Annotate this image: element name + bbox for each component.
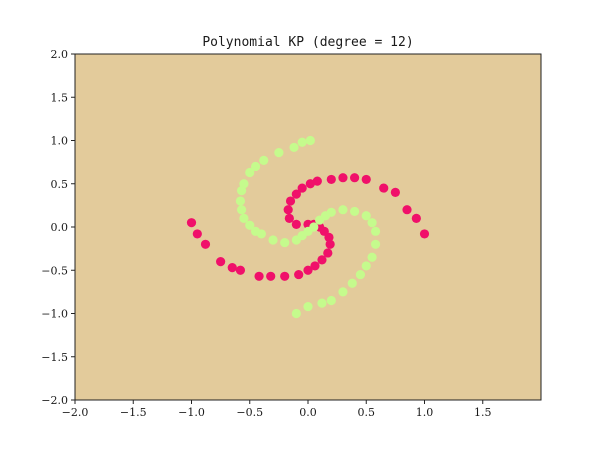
data-point-s2-36	[326, 295, 336, 306]
points-layer	[186, 135, 430, 319]
y-tick-label: 0.0	[51, 221, 69, 234]
data-point-s2-9	[236, 186, 247, 196]
data-point-s1-11	[303, 265, 313, 275]
data-point-s2-32	[361, 261, 371, 271]
data-point-s2-30	[370, 239, 381, 249]
data-point-s1-2	[192, 229, 202, 239]
y-tick-label: −1.5	[41, 351, 68, 364]
data-point-s1-26	[297, 183, 307, 193]
data-point-s1-15	[325, 239, 335, 249]
data-point-s2-3	[289, 142, 299, 153]
data-point-s2-29	[370, 226, 381, 236]
data-point-s2-8	[239, 179, 249, 189]
data-point-s1-30	[338, 173, 348, 183]
data-point-s2-37	[317, 298, 327, 308]
data-point-s1-29	[326, 174, 336, 185]
y-tick-label: 1.5	[51, 91, 69, 104]
data-point-s2-10	[235, 196, 246, 206]
data-point-s1-5	[227, 263, 237, 273]
data-point-s1-14	[323, 248, 333, 258]
data-point-s1-3	[200, 239, 211, 249]
x-tick-label: 0.0	[299, 406, 317, 419]
data-point-s1-28	[312, 176, 322, 186]
x-tick-label: 1.5	[474, 406, 492, 419]
x-tick-label: −2.0	[62, 406, 89, 419]
y-tick-label: −0.5	[41, 264, 68, 277]
data-point-s1-4	[216, 257, 226, 267]
data-point-s2-35	[338, 287, 348, 297]
data-point-s2-15	[256, 229, 266, 239]
x-tick-label: −1.5	[120, 406, 147, 419]
x-tick-label: −1.0	[178, 406, 205, 419]
data-point-s2-4	[274, 148, 284, 158]
axis-ticks: −2.0 −1.5 −1.0 −0.5 0.0 0.5 1.0 1.5 −2.0 −1.5 −1.0…	[41, 48, 491, 419]
data-point-s1-35	[402, 205, 412, 215]
y-tick-label: −1.0	[41, 308, 68, 321]
data-point-s1-10	[294, 269, 304, 280]
data-point-s2-6	[250, 161, 261, 172]
data-point-s2-34	[347, 278, 357, 288]
data-point-s1-21	[291, 219, 301, 230]
data-point-s2-16	[268, 235, 278, 245]
data-point-s2-27	[361, 211, 371, 221]
data-point-s2-17	[280, 237, 290, 248]
data-point-s2-2	[297, 137, 307, 147]
chart-title: Polynomial KP (degree = 12)	[202, 35, 413, 50]
data-point-s2-38	[303, 301, 313, 312]
data-point-s1-23	[283, 205, 293, 215]
data-point-s2-33	[355, 269, 366, 280]
data-point-s1-7	[254, 271, 264, 281]
y-tick-label: −2.0	[41, 394, 68, 407]
data-point-s2-31	[367, 252, 377, 262]
data-point-s2-24	[326, 207, 336, 217]
data-point-s1-8	[266, 271, 276, 281]
data-point-s2-26	[350, 206, 360, 217]
data-point-s1-31	[350, 173, 360, 183]
data-point-s1-33	[379, 183, 389, 193]
data-point-s2-11	[236, 205, 247, 215]
x-tick-label: 1.0	[416, 406, 434, 419]
data-point-s1-32	[361, 174, 371, 185]
data-point-s2-12	[239, 213, 249, 223]
data-point-s1-13	[317, 255, 327, 265]
data-point-s1-22	[284, 213, 294, 223]
data-point-s1-1	[186, 218, 197, 228]
y-tick-label: 1.0	[51, 135, 69, 148]
data-point-s1-25	[291, 189, 301, 199]
data-point-s2-39	[291, 308, 301, 319]
data-point-s1-12	[310, 261, 320, 271]
y-tick-label: 0.5	[51, 178, 69, 191]
data-point-s2-5	[259, 155, 269, 165]
data-point-s2-28	[367, 218, 377, 228]
x-tick-label: 0.5	[358, 406, 376, 419]
data-point-s2-21	[309, 222, 319, 232]
data-point-s2-13	[245, 220, 255, 230]
data-point-s1-6	[235, 265, 246, 275]
data-point-s2-25	[338, 205, 348, 215]
x-tick-label: −0.5	[236, 406, 263, 419]
data-point-s1-36	[411, 213, 421, 223]
data-point-s1-9	[280, 271, 290, 281]
data-point-s1-37	[419, 229, 430, 239]
data-point-s1-27	[305, 179, 315, 189]
data-point-s2-7	[245, 167, 255, 178]
data-point-s1-24	[285, 196, 296, 206]
data-point-s2-1	[305, 135, 315, 146]
y-tick-label: 2.0	[51, 48, 69, 61]
data-point-s1-34	[390, 187, 400, 197]
